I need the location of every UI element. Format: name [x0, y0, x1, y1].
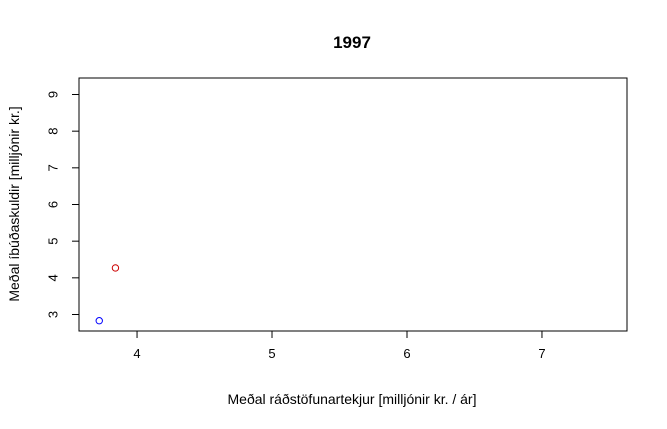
y-axis-label: Meðal íbúðaskuldir [milljónir kr.] — [6, 106, 22, 301]
x-axis: 4 5 6 7 — [133, 330, 546, 361]
y-tick-label: 5 — [46, 238, 61, 245]
plot-area — [78, 77, 628, 332]
y-axis: 3 4 5 6 7 8 9 — [46, 91, 80, 318]
x-tick-label: 7 — [538, 346, 545, 361]
x-axis-label: Meðal ráðstöfunartekjur [milljónir kr. /… — [228, 391, 477, 407]
y-tick-label: 8 — [46, 128, 61, 135]
y-tick-label: 7 — [46, 164, 61, 171]
x-tick-label: 5 — [268, 346, 275, 361]
y-tick-label: 4 — [46, 274, 61, 281]
data-point — [111, 264, 120, 272]
y-tick-label: 6 — [46, 201, 61, 208]
x-tick-label: 6 — [403, 346, 410, 361]
data-point — [95, 317, 103, 325]
chart-title: 1997 — [333, 33, 371, 52]
y-tick-label: 9 — [46, 91, 61, 98]
y-tick-label: 3 — [46, 311, 61, 318]
data-points — [95, 264, 120, 325]
x-tick-label: 4 — [133, 346, 140, 361]
